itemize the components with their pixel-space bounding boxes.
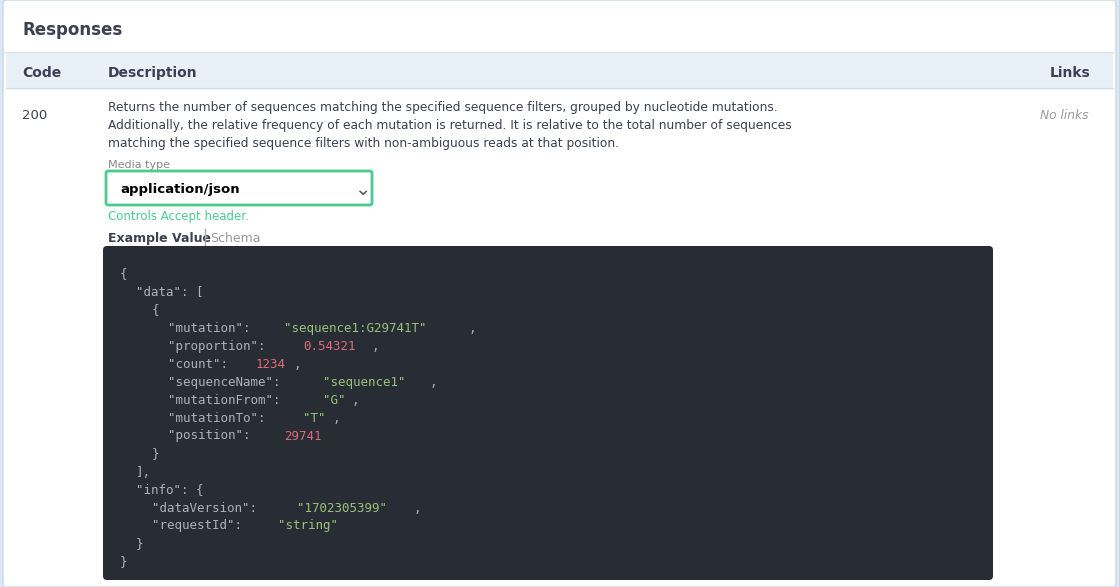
FancyBboxPatch shape xyxy=(6,53,1113,584)
Text: Schema: Schema xyxy=(210,231,261,245)
Text: "sequenceName":: "sequenceName": xyxy=(168,376,288,389)
Text: Code: Code xyxy=(22,66,62,80)
Text: "G": "G" xyxy=(323,393,346,407)
Text: {: { xyxy=(152,303,160,316)
Text: "T": "T" xyxy=(303,411,326,424)
Text: "mutationFrom":: "mutationFrom": xyxy=(168,393,288,407)
Text: Returns the number of sequences matching the specified sequence filters, grouped: Returns the number of sequences matching… xyxy=(109,100,778,113)
Text: matching the specified sequence filters with non-ambiguous reads at that positio: matching the specified sequence filters … xyxy=(109,137,619,150)
Text: Example Value: Example Value xyxy=(109,231,211,245)
Text: 1234: 1234 xyxy=(255,357,285,370)
Text: Description: Description xyxy=(109,66,198,80)
Text: ,: , xyxy=(372,339,378,353)
Text: "position":: "position": xyxy=(168,430,258,443)
Text: "data": [: "data": [ xyxy=(137,285,204,299)
Text: Controls Accept header.: Controls Accept header. xyxy=(109,210,248,222)
Text: Responses: Responses xyxy=(22,21,122,39)
Text: {: { xyxy=(120,268,128,281)
Text: Additionally, the relative frequency of each mutation is returned. It is relativ: Additionally, the relative frequency of … xyxy=(109,119,792,131)
Text: }: } xyxy=(152,447,160,460)
Text: "1702305399": "1702305399" xyxy=(298,501,387,514)
Text: "mutation":: "mutation": xyxy=(168,322,258,335)
FancyBboxPatch shape xyxy=(106,171,372,205)
Text: "dataVersion":: "dataVersion": xyxy=(152,501,264,514)
Text: "info": {: "info": { xyxy=(137,484,204,497)
Text: ⌄: ⌄ xyxy=(354,180,370,198)
Text: No links: No links xyxy=(1040,109,1089,122)
Text: ,: , xyxy=(332,411,340,424)
Text: ,: , xyxy=(351,393,359,407)
Text: "string": "string" xyxy=(278,519,338,532)
Text: 0.54321: 0.54321 xyxy=(303,339,356,353)
Text: ,: , xyxy=(468,322,476,335)
Text: }: } xyxy=(120,555,128,568)
FancyBboxPatch shape xyxy=(6,53,1113,88)
Text: "proportion":: "proportion": xyxy=(168,339,273,353)
FancyBboxPatch shape xyxy=(3,0,1116,587)
Text: Links: Links xyxy=(1050,66,1091,80)
Text: "requestId":: "requestId": xyxy=(152,519,250,532)
Text: "sequence1": "sequence1" xyxy=(323,376,405,389)
Text: ,: , xyxy=(294,357,301,370)
Text: ],: ], xyxy=(137,465,151,478)
Text: 29741: 29741 xyxy=(284,430,321,443)
Text: }: } xyxy=(137,538,143,551)
FancyBboxPatch shape xyxy=(103,246,993,580)
FancyBboxPatch shape xyxy=(6,3,1113,53)
Text: ,: , xyxy=(430,376,436,389)
Text: "mutationTo":: "mutationTo": xyxy=(168,411,273,424)
Text: "count":: "count": xyxy=(168,357,235,370)
Text: application/json: application/json xyxy=(120,183,239,195)
Text: Media type: Media type xyxy=(109,160,170,170)
Text: "sequence1:G29741T": "sequence1:G29741T" xyxy=(284,322,426,335)
Text: ,: , xyxy=(413,501,421,514)
FancyBboxPatch shape xyxy=(6,88,1113,584)
Text: 200: 200 xyxy=(22,109,47,122)
